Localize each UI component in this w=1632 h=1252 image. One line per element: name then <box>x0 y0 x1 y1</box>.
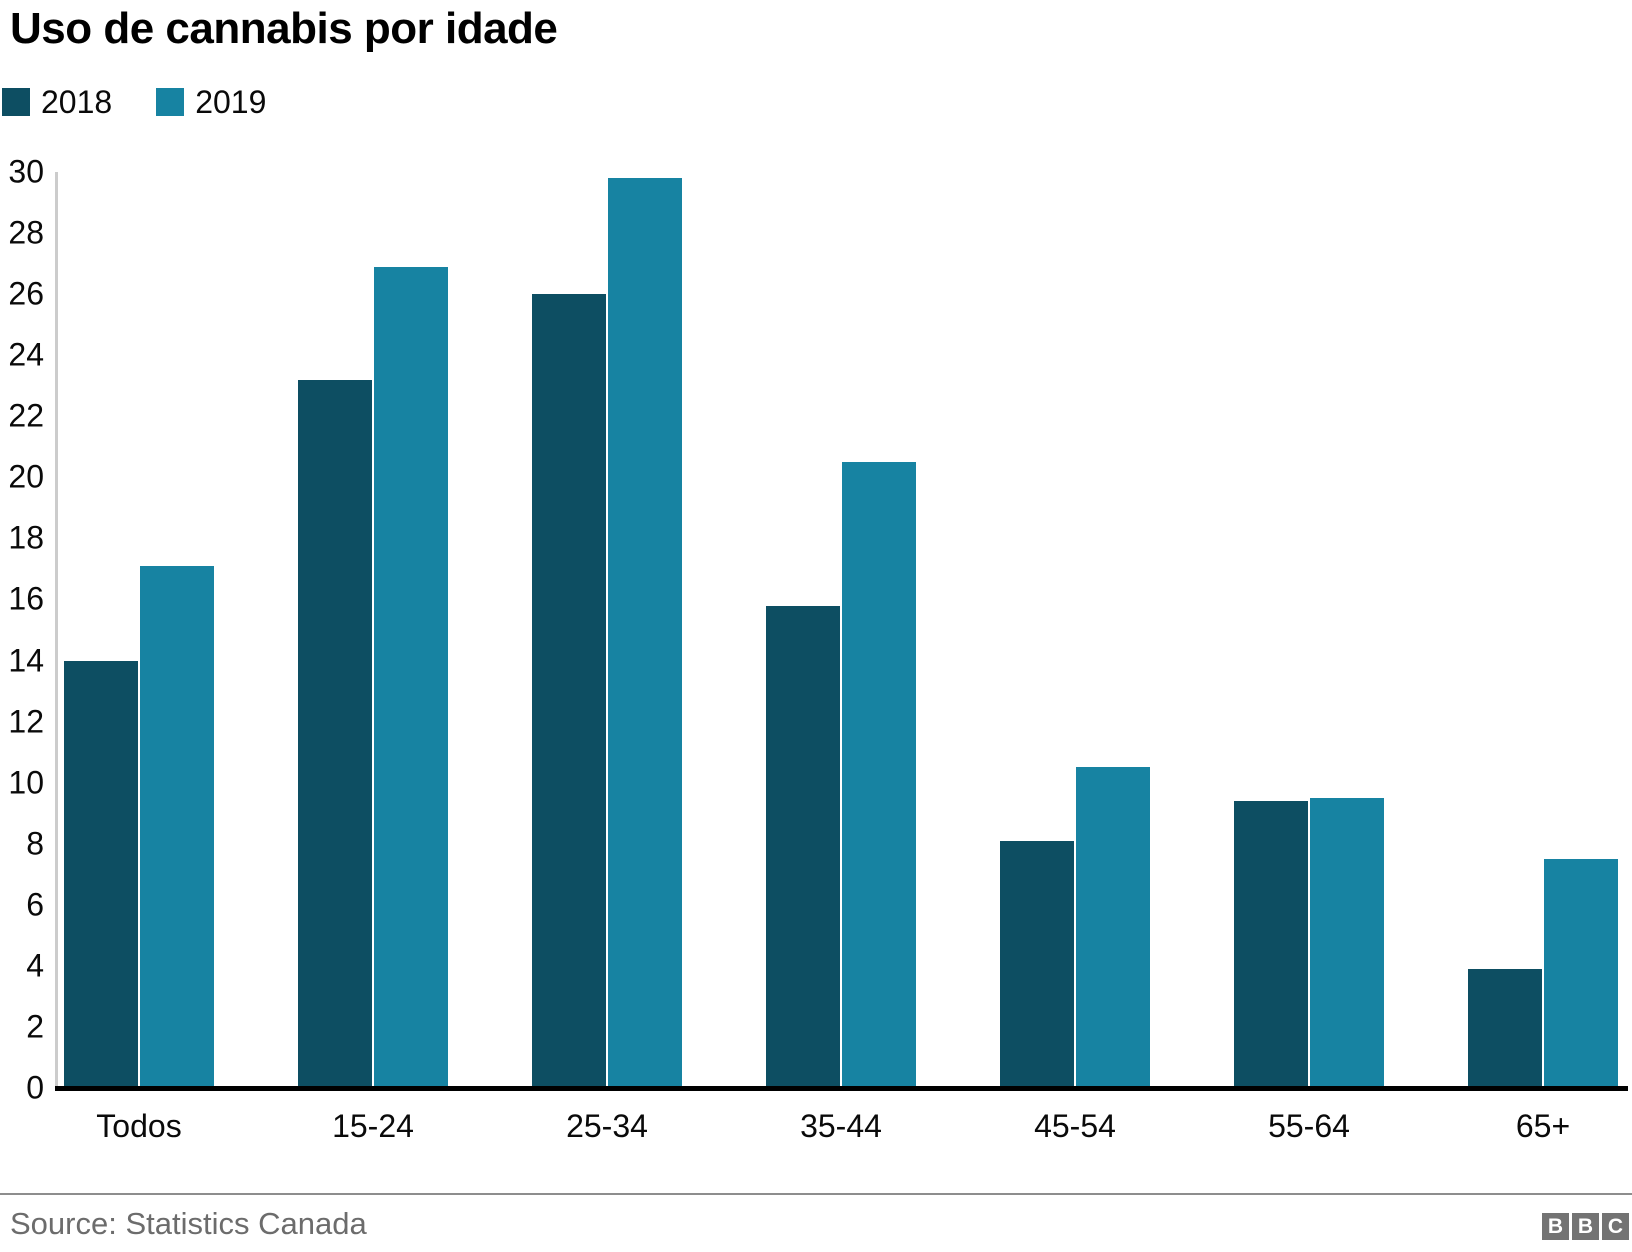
source-text: Source: Statistics Canada <box>10 1206 367 1241</box>
y-axis-tick-label-22: 22 <box>8 397 44 434</box>
y-axis-tick-label-30: 30 <box>8 153 44 190</box>
y-axis-tick-label-12: 12 <box>8 703 44 740</box>
legend-swatch-2018 <box>2 88 30 116</box>
bar-2019-55-64 <box>1310 797 1384 1088</box>
x-axis-baseline <box>55 1086 1628 1091</box>
y-axis-tick-label-4: 4 <box>26 947 44 984</box>
legend-item-2019: 2019 <box>156 86 266 118</box>
bar-2019-todos <box>140 565 214 1088</box>
bar-2019-45-54 <box>1076 767 1150 1088</box>
bbc-logo: B B C <box>1539 1213 1629 1240</box>
y-axis-tick-label-28: 28 <box>8 214 44 251</box>
legend-item-2018: 2018 <box>2 86 112 118</box>
bar-2019-65 <box>1544 859 1618 1088</box>
bar-2019-25-34 <box>608 178 682 1088</box>
bar-2018-todos <box>64 660 138 1088</box>
bar-2019-15-24 <box>374 266 448 1088</box>
footer-divider <box>0 1193 1632 1195</box>
y-axis-tick-label-24: 24 <box>8 336 44 373</box>
x-axis-label-45-54: 45-54 <box>1034 1108 1116 1144</box>
y-axis-tick-label-26: 26 <box>8 275 44 312</box>
y-axis-tick-label-8: 8 <box>26 825 44 862</box>
y-axis-tick-label-10: 10 <box>8 764 44 801</box>
bar-2018-15-24 <box>298 379 372 1088</box>
bar-2018-55-64 <box>1234 800 1308 1088</box>
x-axis-label-35-44: 35-44 <box>800 1108 882 1144</box>
y-axis-tick-label-20: 20 <box>8 458 44 495</box>
x-axis-label-15-24: 15-24 <box>332 1108 414 1144</box>
x-axis-label-25-34: 25-34 <box>566 1108 648 1144</box>
y-axis-tick-label-18: 18 <box>8 519 44 556</box>
y-axis-tick-label-16: 16 <box>8 580 44 617</box>
y-axis-tick-label-2: 2 <box>26 1008 44 1045</box>
y-axis-tick-label-6: 6 <box>26 886 44 923</box>
legend-label-2019: 2019 <box>195 84 267 120</box>
bbc-logo-letter: C <box>1602 1213 1629 1240</box>
legend-swatch-2019 <box>156 88 185 116</box>
x-axis-label-55-64: 55-64 <box>1268 1108 1350 1144</box>
bar-2018-65 <box>1468 968 1542 1088</box>
bbc-logo-letter: B <box>1542 1213 1569 1240</box>
bar-2018-25-34 <box>532 294 606 1088</box>
bar-2018-35-44 <box>766 605 840 1088</box>
x-axis-label-65: 65+ <box>1515 1108 1571 1144</box>
legend: 2018 2019 <box>2 86 310 118</box>
y-axis-tick-label-14: 14 <box>8 642 44 679</box>
legend-label-2018: 2018 <box>41 84 113 120</box>
bar-2019-35-44 <box>842 462 916 1088</box>
x-axis-label-todos: Todos <box>96 1108 182 1144</box>
y-axis-tick-label-0: 0 <box>26 1069 44 1106</box>
y-axis-line <box>55 172 58 1088</box>
chart-title: Uso de cannabis por idade <box>10 4 558 53</box>
bbc-logo-letter: B <box>1572 1213 1599 1240</box>
bar-2018-45-54 <box>1000 840 1074 1088</box>
